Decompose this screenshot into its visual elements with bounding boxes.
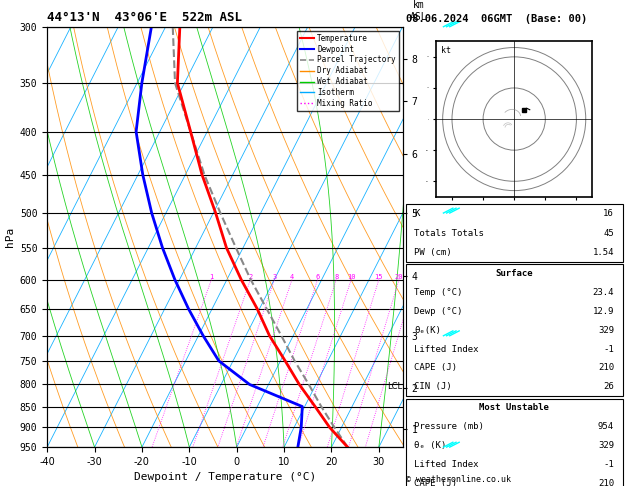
Text: 1.54: 1.54 [593,248,614,257]
Text: 12.9: 12.9 [593,307,614,316]
Text: 44°13'N  43°06'E  522m ASL: 44°13'N 43°06'E 522m ASL [47,11,242,24]
Text: 20: 20 [395,274,403,279]
Text: 6: 6 [315,274,320,279]
Text: -1: -1 [603,460,614,469]
Text: LCL: LCL [387,382,403,391]
Text: 210: 210 [598,364,614,372]
Text: Lifted Index: Lifted Index [415,345,479,353]
Text: 45: 45 [603,228,614,238]
Text: CAPE (J): CAPE (J) [415,479,457,486]
Text: -1: -1 [603,345,614,353]
Text: 15: 15 [375,274,383,279]
Text: 1: 1 [209,274,213,279]
Text: Dewp (°C): Dewp (°C) [415,307,463,316]
Text: θₑ (K): θₑ (K) [415,441,447,450]
Text: 26: 26 [603,382,614,391]
Text: 08.06.2024  06GMT  (Base: 00): 08.06.2024 06GMT (Base: 00) [406,14,587,24]
Text: 23.4: 23.4 [593,288,614,297]
Text: 329: 329 [598,326,614,335]
Text: Most Unstable: Most Unstable [479,403,549,413]
Text: 8: 8 [334,274,338,279]
Text: 329: 329 [598,441,614,450]
Text: Temp (°C): Temp (°C) [415,288,463,297]
Text: K: K [415,209,420,218]
Text: 16: 16 [603,209,614,218]
Legend: Temperature, Dewpoint, Parcel Trajectory, Dry Adiabat, Wet Adiabat, Isotherm, Mi: Temperature, Dewpoint, Parcel Trajectory… [297,31,399,111]
Text: CAPE (J): CAPE (J) [415,364,457,372]
Text: 954: 954 [598,422,614,432]
Text: 2: 2 [248,274,252,279]
Text: 10: 10 [347,274,355,279]
Text: 210: 210 [598,479,614,486]
Text: hPa: hPa [5,227,15,247]
X-axis label: Dewpoint / Temperature (°C): Dewpoint / Temperature (°C) [134,472,316,483]
Text: Surface: Surface [496,269,533,278]
Text: km
ASL: km ASL [409,0,427,22]
Text: θₑ(K): θₑ(K) [415,326,442,335]
Text: CIN (J): CIN (J) [415,382,452,391]
Text: Totals Totals: Totals Totals [415,228,484,238]
Text: Pressure (mb): Pressure (mb) [415,422,484,432]
Text: 3: 3 [272,274,277,279]
Text: © weatheronline.co.uk: © weatheronline.co.uk [406,474,511,484]
Text: PW (cm): PW (cm) [415,248,452,257]
Text: Lifted Index: Lifted Index [415,460,479,469]
Text: kt: kt [441,46,451,55]
Text: 4: 4 [290,274,294,279]
